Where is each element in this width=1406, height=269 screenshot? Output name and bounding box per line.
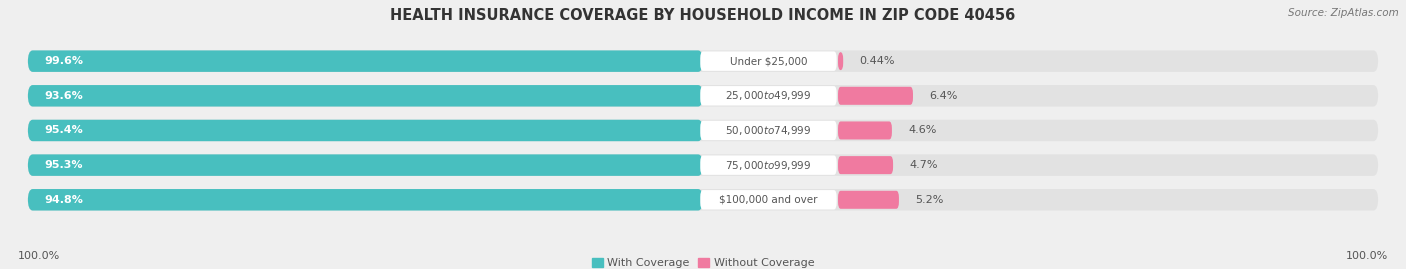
FancyBboxPatch shape [838,52,844,70]
FancyBboxPatch shape [28,50,1378,72]
Text: HEALTH INSURANCE COVERAGE BY HOUSEHOLD INCOME IN ZIP CODE 40456: HEALTH INSURANCE COVERAGE BY HOUSEHOLD I… [391,8,1015,23]
Text: 5.2%: 5.2% [915,195,943,205]
FancyBboxPatch shape [28,85,1378,107]
FancyBboxPatch shape [700,86,837,105]
Text: 95.4%: 95.4% [45,125,83,136]
FancyBboxPatch shape [838,191,898,209]
FancyBboxPatch shape [28,154,703,176]
FancyBboxPatch shape [700,121,837,140]
Text: Under $25,000: Under $25,000 [730,56,807,66]
FancyBboxPatch shape [28,154,1378,176]
FancyBboxPatch shape [838,121,891,139]
FancyBboxPatch shape [700,155,837,175]
Text: $25,000 to $49,999: $25,000 to $49,999 [725,89,811,102]
Text: 0.44%: 0.44% [859,56,896,66]
FancyBboxPatch shape [28,50,703,72]
Text: $100,000 and over: $100,000 and over [720,195,818,205]
FancyBboxPatch shape [700,51,837,71]
Text: 93.6%: 93.6% [45,91,83,101]
Text: $75,000 to $99,999: $75,000 to $99,999 [725,159,811,172]
Text: $50,000 to $74,999: $50,000 to $74,999 [725,124,811,137]
FancyBboxPatch shape [838,156,893,174]
Text: 4.7%: 4.7% [910,160,938,170]
Text: 100.0%: 100.0% [18,251,60,261]
Text: 95.3%: 95.3% [45,160,83,170]
FancyBboxPatch shape [838,87,912,105]
FancyBboxPatch shape [700,190,837,210]
Legend: With Coverage, Without Coverage: With Coverage, Without Coverage [588,253,818,269]
Text: 4.6%: 4.6% [908,125,936,136]
Text: 94.8%: 94.8% [45,195,83,205]
Text: Source: ZipAtlas.com: Source: ZipAtlas.com [1288,8,1399,18]
FancyBboxPatch shape [28,120,1378,141]
FancyBboxPatch shape [28,189,1378,211]
FancyBboxPatch shape [28,189,703,211]
Text: 99.6%: 99.6% [45,56,83,66]
Text: 100.0%: 100.0% [1346,251,1388,261]
FancyBboxPatch shape [28,120,703,141]
Text: 6.4%: 6.4% [929,91,957,101]
FancyBboxPatch shape [28,85,703,107]
